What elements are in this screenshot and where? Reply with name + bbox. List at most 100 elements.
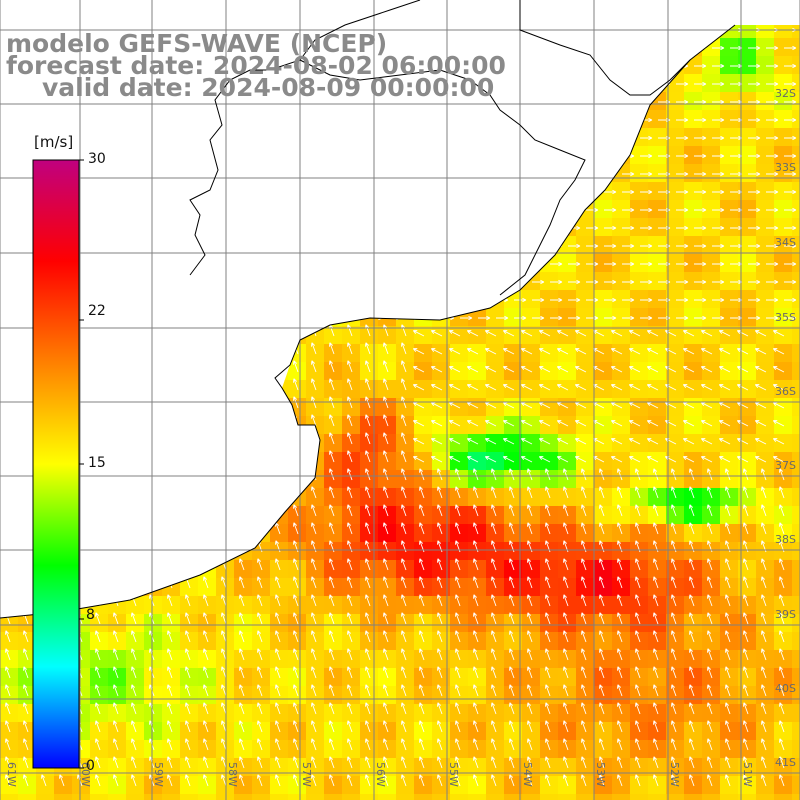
wind-arrow xyxy=(640,153,653,159)
wind-arrow xyxy=(185,342,191,355)
longitude-label: 55W xyxy=(447,762,460,787)
wind-arrow xyxy=(430,438,443,445)
wind-arrow xyxy=(419,594,425,607)
wind-arrow xyxy=(95,684,101,697)
wind-arrow xyxy=(664,420,677,427)
wind-arrow xyxy=(617,612,623,625)
wind-arrow xyxy=(293,450,299,463)
wind-arrow xyxy=(95,630,101,643)
wind-arrow xyxy=(275,774,281,787)
wind-arrow xyxy=(10,225,23,231)
sea-field xyxy=(0,25,800,800)
longitude-label: 58W xyxy=(226,762,239,787)
wind-arrow xyxy=(622,171,635,177)
wind-arrow xyxy=(689,666,695,679)
wind-arrow xyxy=(628,348,641,355)
wind-arrow xyxy=(491,486,497,499)
wind-arrow xyxy=(10,117,23,123)
wind-arrow xyxy=(478,261,491,267)
wind-arrow xyxy=(311,702,317,715)
wind-arrow xyxy=(329,648,335,661)
wind-arrow xyxy=(424,153,437,159)
wind-arrow xyxy=(538,420,551,427)
wind-arrow xyxy=(527,702,533,715)
wind-arrow xyxy=(244,243,257,249)
wind-arrow xyxy=(664,330,677,337)
wind-arrow xyxy=(545,576,551,589)
wind-arrow xyxy=(725,612,731,625)
wind-arrow xyxy=(419,702,425,715)
wind-arrow xyxy=(604,189,617,195)
wind-arrow xyxy=(239,432,245,445)
wind-arrow xyxy=(136,171,149,177)
wind-arrow xyxy=(383,684,389,697)
wind-arrow xyxy=(538,348,551,355)
wind-arrow xyxy=(484,402,497,409)
wind-arrow xyxy=(556,384,569,391)
wind-arrow xyxy=(329,684,335,697)
wind-arrow xyxy=(383,576,389,589)
wind-arrow xyxy=(406,135,419,141)
wind-arrow xyxy=(239,756,245,769)
wind-arrow xyxy=(568,279,581,285)
wind-arrow xyxy=(406,297,419,303)
wind-arrow xyxy=(424,117,437,123)
wind-arrow xyxy=(401,666,407,679)
wind-arrow xyxy=(262,279,275,285)
wind-arrow xyxy=(167,702,173,715)
wind-arrow xyxy=(262,153,275,159)
wind-arrow xyxy=(244,189,257,195)
wind-arrow xyxy=(725,468,731,481)
wind-arrow xyxy=(293,720,299,733)
wind-arrow xyxy=(766,261,779,267)
wind-arrow xyxy=(748,153,761,159)
wind-arrow xyxy=(748,225,761,231)
wind-arrow xyxy=(550,261,563,267)
wind-arrow xyxy=(766,81,779,87)
wind-arrow xyxy=(167,558,173,571)
wind-arrow xyxy=(82,135,95,141)
wind-arrow xyxy=(239,450,245,463)
wind-arrow xyxy=(448,330,461,337)
wind-arrow xyxy=(725,720,731,733)
wind-arrow xyxy=(329,468,335,481)
wind-arrow xyxy=(113,378,119,391)
wind-arrow xyxy=(239,738,245,751)
wind-arrow xyxy=(568,63,581,69)
wind-arrow xyxy=(568,135,581,141)
wind-arrow xyxy=(401,774,407,787)
wind-arrow xyxy=(293,576,299,589)
wind-arrow xyxy=(689,774,695,787)
wind-arrow xyxy=(82,243,95,249)
wind-arrow xyxy=(5,576,11,589)
wind-arrow xyxy=(334,135,347,141)
wind-arrow xyxy=(190,315,203,321)
wind-arrow xyxy=(239,504,245,517)
wind-arrow xyxy=(257,648,263,661)
wind-arrow xyxy=(484,330,497,337)
wind-arrow xyxy=(761,630,767,643)
wind-arrow xyxy=(239,324,245,337)
wind-arrow xyxy=(383,666,389,679)
wind-arrow xyxy=(754,402,767,409)
wind-arrow xyxy=(316,261,329,267)
wind-arrow xyxy=(682,456,695,463)
wind-arrow xyxy=(365,594,371,607)
wind-arrow xyxy=(640,243,653,249)
wind-arrow xyxy=(203,576,209,589)
wind-arrow xyxy=(538,330,551,337)
wind-arrow xyxy=(496,81,509,87)
wind-arrow xyxy=(172,153,185,159)
wind-arrow xyxy=(473,468,479,481)
wind-arrow xyxy=(221,468,227,481)
wind-arrow xyxy=(10,171,23,177)
wind-arrow xyxy=(113,450,119,463)
wind-arrow xyxy=(496,99,509,105)
wind-arrow xyxy=(136,189,149,195)
wind-arrow xyxy=(455,594,461,607)
wind-arrow xyxy=(262,207,275,213)
wind-arrow xyxy=(167,450,173,463)
wind-arrow xyxy=(748,171,761,177)
wind-arrow xyxy=(136,315,149,321)
wind-arrow xyxy=(113,414,119,427)
